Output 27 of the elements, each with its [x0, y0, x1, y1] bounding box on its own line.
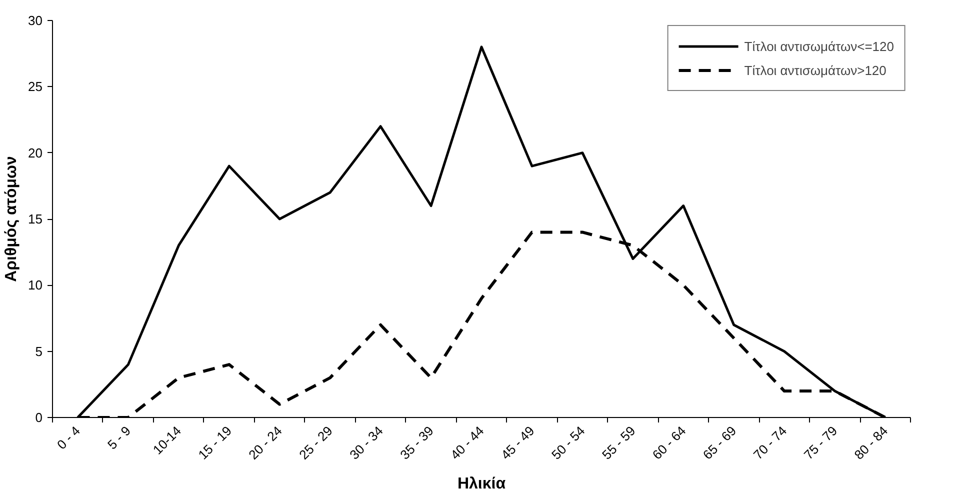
- y-tick-label: 30: [28, 13, 43, 28]
- x-tick-label: 15 - 19: [195, 423, 234, 462]
- x-tick-label: 65 - 69: [700, 423, 740, 462]
- x-axis-title: Ηλικία: [457, 476, 506, 493]
- x-tick-label: 0 - 4: [54, 423, 84, 452]
- y-tick-label: 5: [35, 344, 43, 359]
- y-axis-title: Αριθμός ατόμων: [3, 156, 20, 282]
- legend-label: Τίτλοι αντισωμάτων<=120: [744, 38, 894, 54]
- x-tick-label: 80 - 84: [851, 423, 891, 462]
- x-tick-label: 50 - 54: [548, 423, 588, 462]
- x-tick-label: 30 - 34: [346, 423, 386, 462]
- legend-label: Τίτλοι αντισωμάτων>120: [744, 62, 886, 78]
- x-tick-label: 25 - 29: [296, 423, 336, 462]
- x-tick-label: 60 - 64: [649, 423, 689, 462]
- x-tick-label: 75 - 79: [800, 423, 840, 462]
- x-tick-label: 70 - 74: [750, 423, 790, 462]
- x-tick-label: 5 - 9: [104, 423, 134, 452]
- x-tick-label: 20 - 24: [246, 423, 285, 462]
- y-tick-label: 20: [28, 145, 43, 160]
- y-tick-label: 15: [28, 212, 43, 226]
- y-tick-label: 0: [35, 410, 43, 425]
- y-tick-label: 25: [28, 79, 43, 94]
- x-tick-label: 40 - 44: [448, 423, 487, 462]
- x-tick-label: 45 - 49: [498, 423, 538, 462]
- x-tick-label: 35 - 39: [397, 423, 436, 462]
- x-tick-label: 55 - 59: [598, 423, 638, 462]
- y-tick-label: 10: [28, 278, 43, 293]
